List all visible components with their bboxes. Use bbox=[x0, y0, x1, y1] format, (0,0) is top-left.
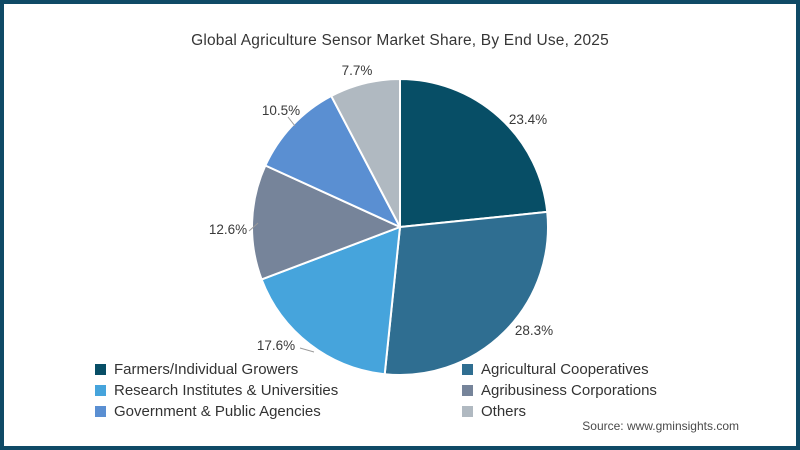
legend-item: Research Institutes & Universities bbox=[95, 381, 462, 399]
legend: Farmers/Individual Growers Agricultural … bbox=[95, 360, 755, 420]
legend-label: Others bbox=[481, 402, 527, 420]
pie-slice-farmers-individual-growers bbox=[399, 78, 549, 228]
legend-item: Others bbox=[462, 402, 755, 420]
pie-slice-research-institutes-universities bbox=[260, 226, 401, 376]
legend-label: Research Institutes & Universities bbox=[114, 381, 339, 399]
pie-slice-agribusiness-corporations bbox=[251, 164, 401, 281]
legend-swatch bbox=[462, 405, 473, 417]
legend-label: Agricultural Cooperatives bbox=[481, 360, 649, 378]
pie-slice-government-public-agencies bbox=[264, 94, 401, 228]
legend-label: Agribusiness Corporations bbox=[481, 381, 657, 399]
legend-swatch bbox=[95, 384, 106, 396]
slice-value-label-agricultural-cooperatives: 28.3% bbox=[515, 323, 553, 338]
source-note: Source: www.gminsights.com bbox=[582, 419, 739, 433]
pie-chart: 23.4% 28.3% 17.6% 12.6% 10.5% 7.7% bbox=[209, 63, 553, 376]
chart-title: Global Agriculture Sensor Market Share, … bbox=[191, 32, 609, 49]
legend-item: Government & Public Agencies bbox=[95, 402, 462, 420]
slice-value-label-others: 7.7% bbox=[342, 63, 373, 78]
leader-line-agribusiness-corporations bbox=[248, 222, 259, 232]
legend-label: Government & Public Agencies bbox=[114, 402, 321, 420]
pie-slice-others bbox=[330, 78, 401, 228]
legend-swatch bbox=[95, 405, 106, 417]
slice-value-label-government-public-agencies: 10.5% bbox=[262, 103, 300, 118]
pie-slice-agricultural-cooperatives bbox=[383, 210, 549, 376]
legend-item: Agribusiness Corporations bbox=[462, 381, 755, 399]
legend-swatch bbox=[462, 363, 473, 375]
legend-item: Agricultural Cooperatives bbox=[462, 360, 755, 378]
slice-value-label-farmers-individual-growers: 23.4% bbox=[509, 112, 547, 127]
leader-line-government-public-agencies bbox=[287, 116, 296, 127]
slice-value-label-research-institutes-universities: 17.6% bbox=[257, 338, 295, 353]
legend-swatch bbox=[462, 384, 473, 396]
legend-item: Farmers/Individual Growers bbox=[95, 360, 462, 378]
slice-value-label-agribusiness-corporations: 12.6% bbox=[209, 222, 247, 237]
leader-line-research-institutes-universities bbox=[299, 347, 315, 353]
legend-label: Farmers/Individual Growers bbox=[114, 360, 299, 378]
legend-swatch bbox=[95, 363, 106, 375]
